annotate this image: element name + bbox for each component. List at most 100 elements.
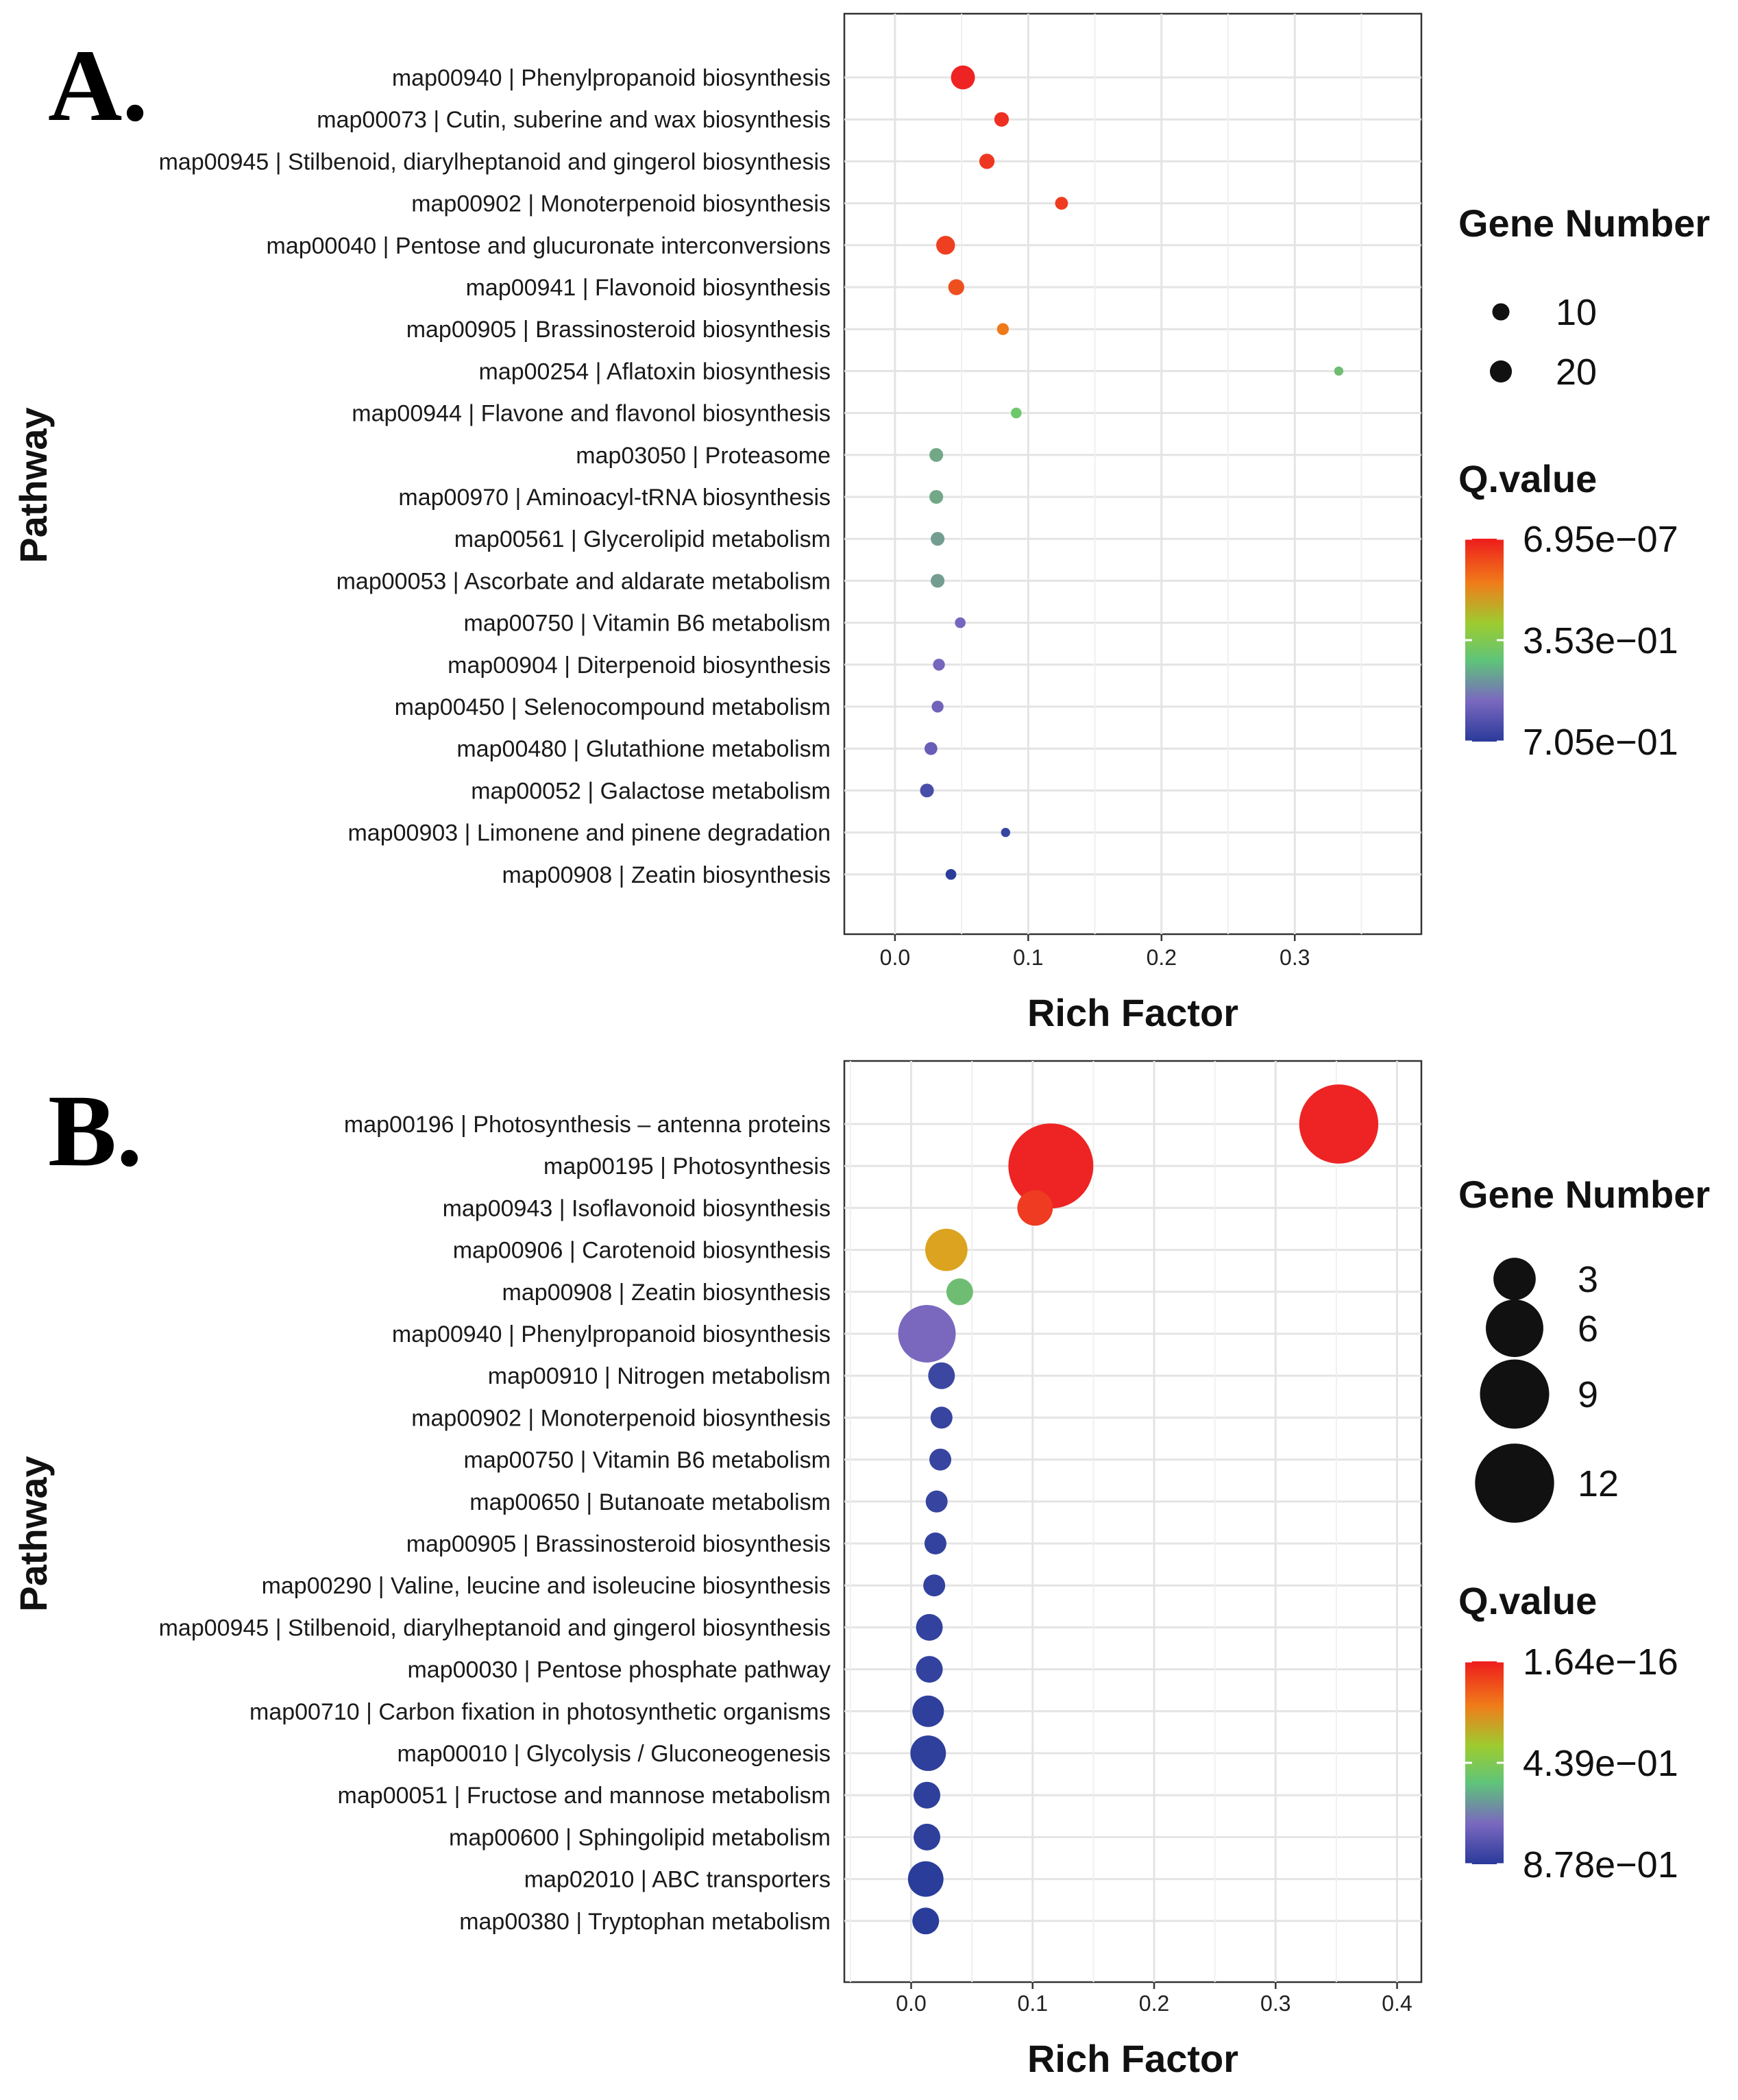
size-legend-dot — [1489, 360, 1513, 383]
data-point — [907, 1861, 944, 1897]
data-point — [924, 1532, 946, 1555]
size-legend-dot — [1492, 303, 1510, 321]
data-point — [936, 236, 955, 255]
pathway-label: map00561 | Glycerolipid metabolism — [454, 526, 831, 552]
y-axis-title: Pathway — [12, 407, 55, 563]
q-legend-title: Q.value — [1458, 1579, 1597, 1622]
pathway-label: map00905 | Brassinosteroid biosynthesis — [406, 317, 831, 343]
data-point — [930, 1406, 953, 1429]
pathway-label: map00903 | Limonene and pinene degradati… — [347, 820, 831, 846]
data-point — [912, 1695, 944, 1727]
size-legend-label: 9 — [1578, 1374, 1598, 1415]
q-legend-label: 7.05e−01 — [1523, 722, 1678, 763]
pathway-label: map00600 | Sphingolipid metabolism — [449, 1824, 831, 1851]
size-legend-dot — [1493, 1258, 1536, 1300]
q-legend-title: Q.value — [1458, 457, 1597, 500]
pathway-label: map00902 | Monoterpenoid biosynthesis — [411, 191, 831, 217]
data-point — [910, 1735, 946, 1771]
q-legend-label: 3.53e−01 — [1523, 620, 1678, 661]
pathway-label: map00480 | Glutathione metabolism — [456, 736, 831, 762]
q-legend-label: 4.39e−01 — [1523, 1743, 1678, 1784]
size-legend-label: 10 — [1556, 292, 1597, 333]
size-legend-dot — [1486, 1299, 1543, 1357]
pathway-label: map02010 | ABC transporters — [524, 1867, 831, 1893]
size-legend-title: Gene Number — [1458, 1173, 1710, 1216]
data-point — [996, 323, 1009, 335]
data-point — [931, 532, 945, 546]
data-point — [923, 1574, 946, 1597]
pathway-label: map00906 | Carotenoid biosynthesis — [453, 1238, 831, 1264]
pathway-label: map00051 | Fructose and mannose metaboli… — [338, 1783, 831, 1809]
size-legend-label: 6 — [1578, 1308, 1598, 1350]
pathway-label: map00940 | Phenylpropanoid biosynthesis — [392, 1321, 831, 1347]
panel-1-plot-area — [843, 1060, 1423, 1983]
data-point — [1017, 1190, 1053, 1226]
q-legend-label: 8.78e−01 — [1523, 1844, 1678, 1885]
pathway-label: map00073 | Cutin, suberine and wax biosy… — [317, 107, 831, 133]
x-axis-title: Rich Factor — [1027, 2037, 1238, 2080]
x-tick-label: 0.0 — [896, 1991, 926, 2016]
x-tick-label: 0.3 — [1260, 1991, 1290, 2016]
data-point — [1334, 366, 1344, 376]
x-tick-label: 0.0 — [880, 945, 910, 970]
panel-1-letter: B. — [48, 1074, 143, 1188]
pathway-label: map00943 | Isoflavonoid biosynthesis — [443, 1195, 831, 1221]
data-point — [945, 868, 957, 880]
pathway-label: map00650 | Butanoate metabolism — [469, 1489, 831, 1515]
x-tick-label: 0.1 — [1013, 945, 1043, 970]
pathway-label: map03050 | Proteasome — [576, 443, 831, 469]
size-legend-label: 12 — [1578, 1463, 1619, 1504]
data-point — [933, 659, 945, 671]
pathway-label: map00944 | Flavone and flavonol biosynth… — [352, 401, 831, 427]
data-point — [929, 489, 944, 504]
data-point — [946, 1278, 973, 1306]
pathway-label: map00380 | Tryptophan metabolism — [459, 1909, 831, 1935]
data-point — [912, 1907, 940, 1935]
data-point — [1011, 407, 1022, 419]
size-legend-label: 3 — [1578, 1259, 1598, 1300]
q-legend-label: 6.95e−07 — [1523, 519, 1678, 560]
panel-0-plot-area — [843, 12, 1423, 936]
pathway-label: map00010 | Glycolysis / Gluconeogenesis — [397, 1741, 831, 1767]
x-tick-label: 0.3 — [1280, 945, 1310, 970]
size-legend-title: Gene Number — [1458, 202, 1710, 245]
pathway-label: map00030 | Pentose phosphate pathway — [407, 1657, 831, 1683]
data-point — [931, 574, 945, 588]
data-point — [925, 1490, 948, 1513]
pathway-label: map00710 | Carbon fixation in photosynth… — [249, 1699, 831, 1725]
pathway-label: map00908 | Zeatin biosynthesis — [502, 862, 831, 888]
data-point — [924, 742, 938, 755]
x-axis-title: Rich Factor — [1027, 991, 1238, 1034]
data-point — [925, 1228, 968, 1271]
pathway-label: map00053 | Ascorbate and aldarate metabo… — [336, 568, 831, 594]
data-point — [916, 1656, 943, 1683]
pathway-label: map00040 | Pentose and glucuronate inter… — [267, 233, 831, 259]
data-point — [1055, 197, 1068, 210]
pathway-label: map00908 | Zeatin biosynthesis — [502, 1280, 831, 1306]
data-point — [979, 154, 995, 169]
pathway-label: map00904 | Diterpenoid biosynthesis — [448, 652, 831, 679]
panel-0-letter: A. — [48, 29, 148, 143]
pathway-label: map00195 | Photosynthesis — [543, 1153, 831, 1180]
pathway-label: map00941 | Flavonoid biosynthesis — [466, 275, 831, 301]
pathway-label: map00902 | Monoterpenoid biosynthesis — [411, 1405, 831, 1431]
data-point — [929, 448, 944, 462]
pathway-label: map00945 | Stilbenoid, diarylheptanoid a… — [159, 149, 831, 175]
data-point — [948, 279, 964, 295]
pathway-label: map00940 | Phenylpropanoid biosynthesis — [392, 65, 831, 91]
pathway-label: map00052 | Galactose metabolism — [471, 778, 831, 804]
data-point — [951, 65, 975, 90]
y-axis-title: Pathway — [12, 1456, 55, 1611]
data-point — [929, 1448, 952, 1471]
pathway-label: map00945 | Stilbenoid, diarylheptanoid a… — [159, 1615, 831, 1641]
data-point — [916, 1613, 943, 1641]
data-point — [914, 1823, 941, 1851]
data-point — [898, 1305, 956, 1363]
data-point — [955, 617, 966, 628]
pathway-label: map00196 | Photosynthesis – antenna prot… — [344, 1112, 831, 1138]
x-tick-label: 0.4 — [1382, 1991, 1412, 2016]
data-point — [1001, 827, 1010, 838]
size-legend-dot — [1475, 1443, 1554, 1523]
data-point — [914, 1781, 941, 1809]
